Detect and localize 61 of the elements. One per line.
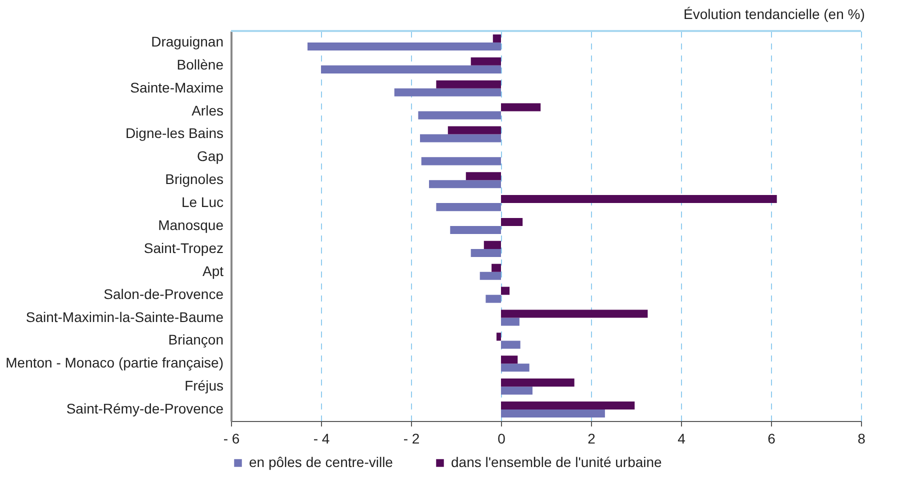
bar xyxy=(470,248,501,257)
x-tick-label: 8 xyxy=(858,430,866,446)
bar xyxy=(486,294,501,303)
y-tick-label: Arles xyxy=(192,102,224,118)
bar xyxy=(429,180,501,188)
y-tick-label: Sainte-Maxime xyxy=(130,79,224,96)
bar xyxy=(501,364,530,372)
bar xyxy=(501,318,520,326)
x-tick-label: 6 xyxy=(768,430,776,446)
bar xyxy=(501,386,532,395)
bar xyxy=(501,286,510,295)
bar xyxy=(436,203,501,212)
legend-label: dans l'ensemble de l'unité urbaine xyxy=(451,454,662,470)
bar xyxy=(420,134,501,142)
bar xyxy=(436,80,501,88)
y-tick-label: Saint-Rémy-de-Provence xyxy=(66,400,224,417)
bar xyxy=(501,195,777,204)
bar xyxy=(421,157,501,166)
y-tick-label: Le Luc xyxy=(181,194,224,210)
x-tick-label: - 4 xyxy=(313,430,330,446)
y-tick-label: Draguignan xyxy=(151,33,224,50)
bar xyxy=(470,57,501,66)
bar xyxy=(501,340,520,349)
bar xyxy=(394,88,501,96)
x-tick-label: 4 xyxy=(678,430,686,446)
x-tick-label: 2 xyxy=(588,430,596,446)
y-tick-label: Saint-Maximin-la-Sainte-Baume xyxy=(26,308,224,325)
chart-title: Évolution tendancielle (en %) xyxy=(684,6,865,22)
y-tick-label: Fréjus xyxy=(184,378,224,394)
y-tick-label: Briançon xyxy=(168,332,224,348)
bar xyxy=(480,272,501,280)
legend-label: en pôles de centre-ville xyxy=(249,454,394,470)
x-tick-label: - 6 xyxy=(223,430,240,446)
bar xyxy=(448,126,501,134)
bar xyxy=(492,264,501,272)
bar xyxy=(501,378,574,387)
y-tick-label: Digne-les Bains xyxy=(125,125,224,142)
bar xyxy=(450,226,501,234)
y-tick-label: Bollène xyxy=(176,56,224,72)
y-tick-label: Salon-de-Provence xyxy=(104,286,224,302)
y-tick-label: Manosque xyxy=(158,217,224,233)
bar xyxy=(501,410,605,418)
y-tick-label: Gap xyxy=(197,148,224,164)
y-tick-label: Menton - Monaco (partie française) xyxy=(6,354,224,371)
y-tick-label: Saint-Tropez xyxy=(144,240,224,256)
bar xyxy=(501,402,635,410)
bar xyxy=(501,103,541,112)
bar xyxy=(466,172,501,180)
bar xyxy=(501,310,648,318)
x-tick-label: 0 xyxy=(498,430,506,446)
x-tick-label: - 2 xyxy=(403,430,420,446)
bar xyxy=(418,111,501,120)
bar xyxy=(308,42,501,50)
bar xyxy=(484,240,501,249)
bar xyxy=(321,65,501,74)
bar xyxy=(501,356,518,364)
bar xyxy=(501,218,523,226)
bar xyxy=(496,332,501,341)
y-tick-label: Brignoles xyxy=(165,171,224,188)
bar xyxy=(492,34,501,42)
y-tick-label: Apt xyxy=(202,262,224,279)
